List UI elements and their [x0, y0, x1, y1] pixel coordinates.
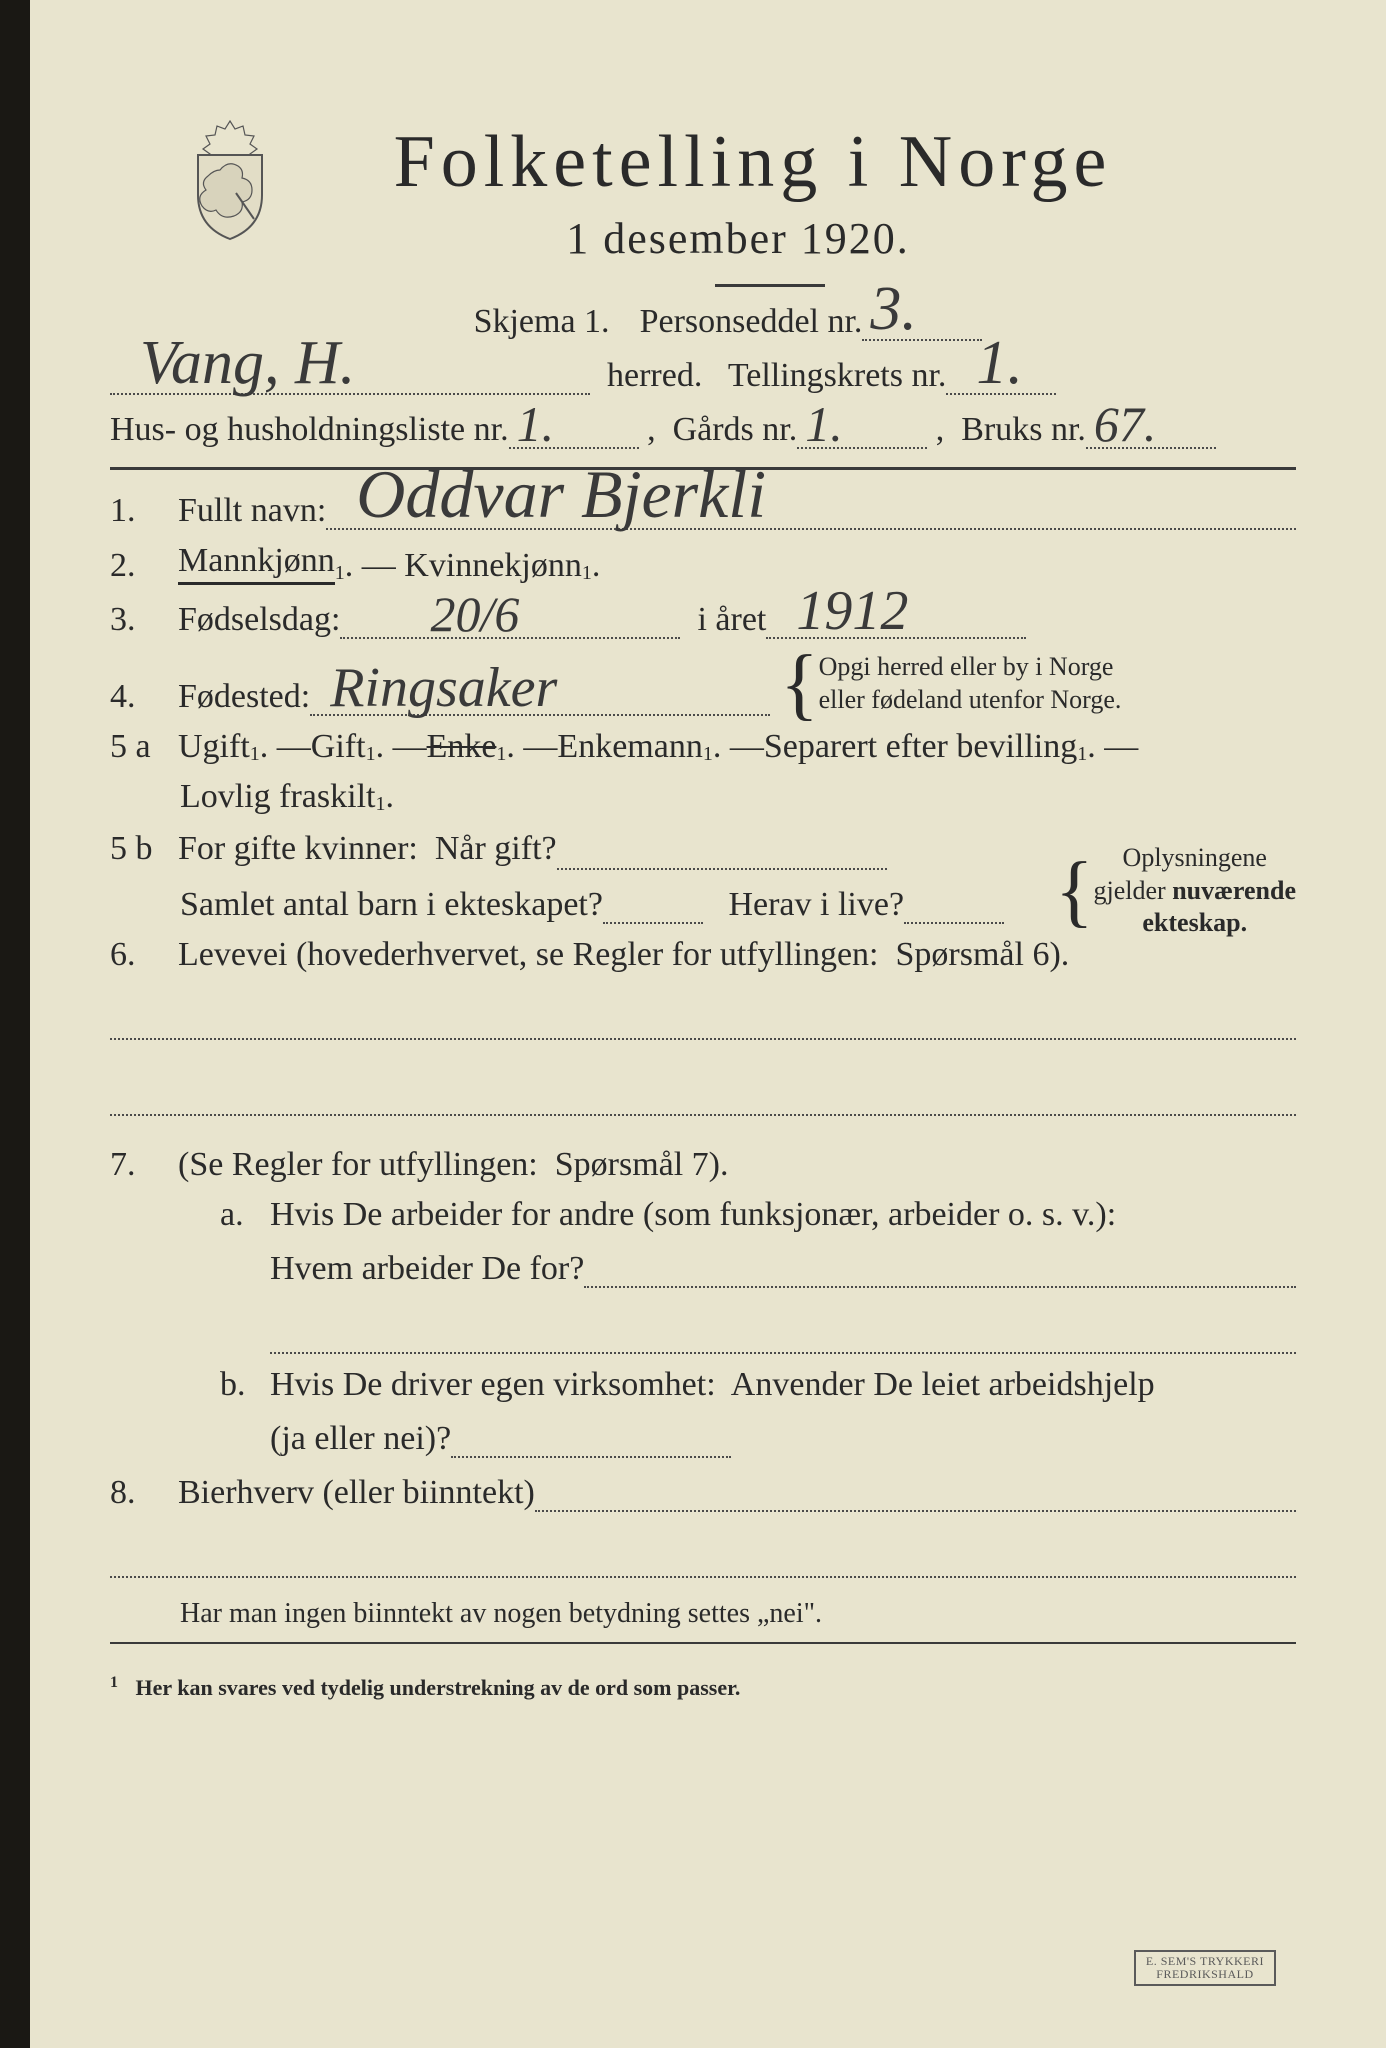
- printer-stamp: E. SEM'S TRYKKERI FREDRIKSHALD: [1134, 1950, 1276, 1986]
- q7-num: 7.: [110, 1146, 178, 1184]
- q7b-1: Hvis De driver egen virksomhet: Anvender…: [270, 1366, 1155, 1404]
- q1-value: Oddvar Bjerkli: [356, 455, 766, 534]
- main-title: Folketelling i Norge: [210, 120, 1296, 205]
- footnote: 1 Her kan svares ved tydelig understrekn…: [110, 1674, 1296, 1701]
- row-q5a-2: Lovlig fraskilt1.: [180, 778, 1296, 816]
- q6-fill-2: [110, 1080, 1296, 1116]
- q4-note1: Opgi herred eller by i Norge: [819, 652, 1114, 681]
- q5b-live-field: [904, 882, 1004, 924]
- row-q7b-2: (ja eller nei)?: [270, 1416, 1296, 1458]
- row-q5b-1: 5 b For gifte kvinner: Når gift? { Oplys…: [110, 828, 1296, 870]
- hus-value: 1.: [517, 395, 555, 453]
- row-q8: 8. Bierhverv (eller biinntekt): [110, 1470, 1296, 1512]
- divider-bottom: [110, 1642, 1296, 1644]
- row-q6: 6. Levevei (hovederhvervet, se Regler fo…: [110, 936, 1296, 974]
- gards-field: 1.: [797, 407, 927, 449]
- q6-label: Levevei (hovederhvervet, se Regler for u…: [178, 936, 1069, 974]
- q4-num: 4.: [110, 678, 178, 716]
- row-q7: 7. (Se Regler for utfyllingen: Spørsmål …: [110, 1146, 1296, 1184]
- q4-value: Ringsaker: [330, 656, 557, 720]
- tellingskrets-field: 1.: [946, 353, 1056, 395]
- bruks-value: 67.: [1094, 395, 1157, 453]
- tellingskrets-value: 1.: [976, 328, 1023, 399]
- q5b-l2a: Samlet antal barn i ekteskapet?: [180, 886, 603, 924]
- q3-day: 20/6: [430, 585, 519, 643]
- personseddel-field: 3.: [862, 299, 982, 341]
- q7b-num: b.: [220, 1366, 270, 1404]
- q3-day-field: 20/6: [340, 597, 680, 639]
- hus-label: Hus- og husholdningsliste nr.: [110, 411, 509, 449]
- row-q3: 3. Fødselsdag: 20/6 i året 1912: [110, 597, 1296, 639]
- title-rule: [715, 284, 825, 287]
- skjema-label: Skjema 1.: [474, 303, 610, 341]
- q3-year-field: 1912: [766, 597, 1026, 639]
- tail-note: Har man ingen biinntekt av nogen betydni…: [180, 1598, 1296, 1630]
- q4-label: Fødested:: [178, 678, 310, 716]
- q4-field: Ringsaker: [310, 674, 770, 716]
- q7a-num: a.: [220, 1196, 270, 1234]
- q5b-num: 5 b: [110, 830, 178, 868]
- q2-kvinne: Kvinnekjønn: [404, 547, 582, 585]
- q8-fill: [110, 1542, 1296, 1578]
- row-hus: Hus- og husholdningsliste nr. 1. , Gårds…: [110, 407, 1296, 449]
- q7a-1: Hvis De arbeider for andre (som funksjon…: [270, 1196, 1116, 1234]
- row-q5a: 5 a Ugift1. — Gift1. — Enke1. — Enkemann…: [110, 728, 1296, 766]
- herred-value: Vang, H.: [140, 328, 355, 399]
- q5a-num: 5 a: [110, 728, 178, 766]
- q7a-2: Hvem arbeider De for?: [270, 1250, 584, 1288]
- row-q5b-2: Samlet antal barn i ekteskapet? Herav i …: [180, 882, 1296, 924]
- gards-value: 1.: [805, 395, 843, 453]
- q7a-field: [584, 1246, 1296, 1288]
- coat-of-arms: [180, 115, 280, 245]
- row-q4: 4. Fødested: Ringsaker { Opgi herred ell…: [110, 651, 1296, 716]
- q5b-gift-field: [557, 828, 887, 870]
- personseddel-label: Personseddel nr.: [640, 303, 863, 341]
- row-herred: Vang, H. herred. Tellingskrets nr. 1.: [110, 353, 1296, 395]
- q1-num: 1.: [110, 492, 178, 530]
- row-q7b-1: b. Hvis De driver egen virksomhet: Anven…: [220, 1366, 1296, 1404]
- title-block: Folketelling i Norge 1 desember 1920.: [110, 120, 1296, 287]
- q3-mid: i året: [697, 601, 766, 639]
- q3-year: 1912: [796, 579, 908, 643]
- personseddel-value: 3.: [870, 274, 917, 345]
- q2-num: 2.: [110, 547, 178, 585]
- q7a-fill: [270, 1318, 1296, 1354]
- row-q7a-1: a. Hvis De arbeider for andre (som funks…: [220, 1196, 1296, 1234]
- q8-field: [535, 1470, 1296, 1512]
- q1-field: Oddvar Bjerkli: [326, 488, 1296, 530]
- q5b-barn-field: [603, 882, 703, 924]
- q7b-field: [451, 1416, 731, 1458]
- q6-fill-1: [110, 1004, 1296, 1040]
- q6-num: 6.: [110, 936, 178, 974]
- herred-field: Vang, H.: [110, 353, 590, 395]
- q3-num: 3.: [110, 601, 178, 639]
- q4-note-wrap: { Opgi herred eller by i Norge eller fød…: [780, 651, 1121, 716]
- bruks-label: Bruks nr.: [961, 411, 1086, 449]
- q2-mann: Mannkjønn: [178, 542, 335, 585]
- q4-note2: eller fødeland utenfor Norge.: [819, 685, 1122, 714]
- row-q2: 2. Mannkjønn1. — Kvinnekjønn1.: [110, 542, 1296, 585]
- gards-label: Gårds nr.: [673, 411, 798, 449]
- hus-field: 1.: [509, 407, 639, 449]
- q8-num: 8.: [110, 1474, 178, 1512]
- q1-label: Fullt navn:: [178, 492, 326, 530]
- q7-label: (Se Regler for utfyllingen: Spørsmål 7).: [178, 1146, 729, 1184]
- bruks-field: 67.: [1086, 407, 1216, 449]
- herred-label: herred.: [607, 357, 702, 395]
- tellingskrets-label: Tellingskrets nr.: [728, 357, 947, 395]
- subtitle: 1 desember 1920.: [180, 213, 1296, 264]
- census-form-page: Folketelling i Norge 1 desember 1920. Sk…: [0, 0, 1386, 2048]
- q3-label: Fødselsdag:: [178, 601, 340, 639]
- brace-icon: {: [780, 660, 818, 708]
- row-q7a-2: Hvem arbeider De for?: [270, 1246, 1296, 1288]
- q8-label: Bierhverv (eller biinntekt): [178, 1474, 535, 1512]
- q5b-l2b: Herav i live?: [728, 886, 904, 924]
- row-q1: 1. Fullt navn: Oddvar Bjerkli: [110, 488, 1296, 530]
- scan-edge: [0, 0, 30, 2048]
- q7b-2: (ja eller nei)?: [270, 1420, 451, 1458]
- q5b-l1: For gifte kvinner: Når gift?: [178, 830, 557, 868]
